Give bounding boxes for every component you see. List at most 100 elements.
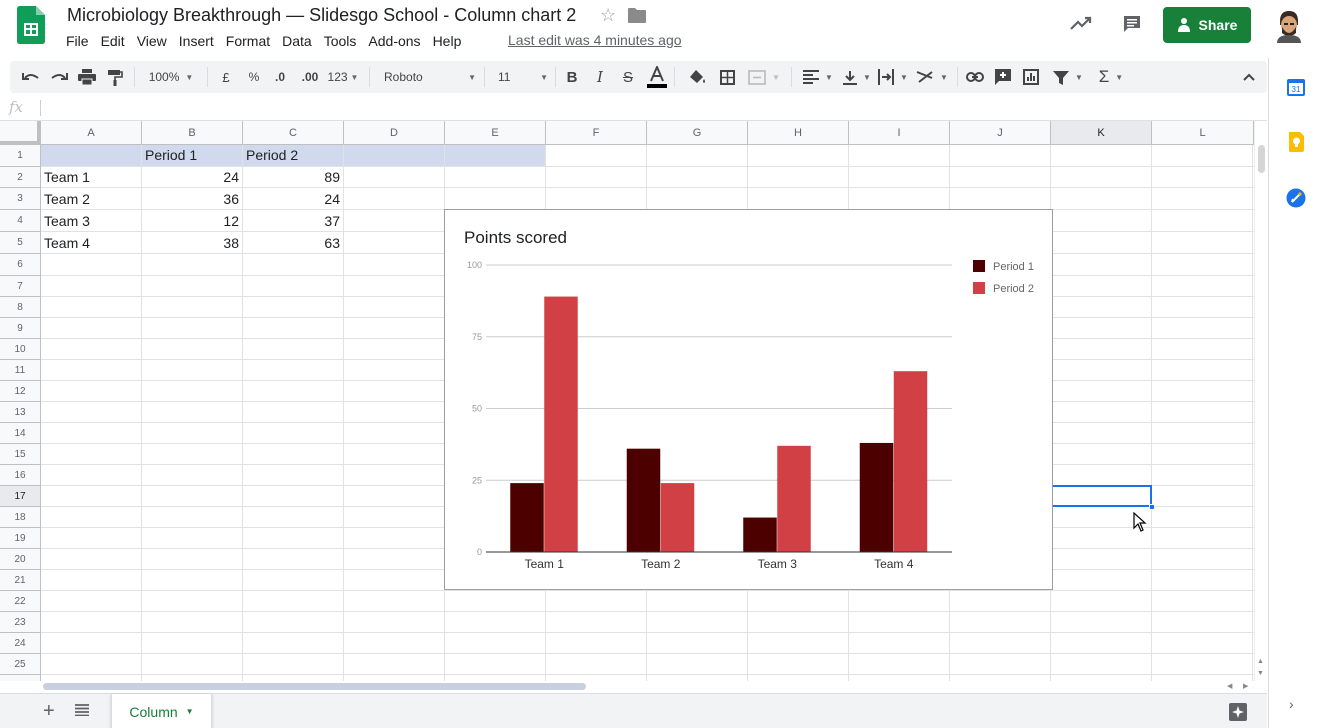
- formula-bar[interactable]: fx: [0, 96, 1267, 121]
- row-header-19[interactable]: 19: [0, 528, 41, 549]
- row-header-3[interactable]: 3: [0, 188, 41, 210]
- row-header-15[interactable]: 15: [0, 444, 41, 465]
- menu-help[interactable]: Help: [432, 33, 462, 49]
- insert-comment-button[interactable]: [992, 61, 1014, 93]
- row-header-4[interactable]: 4: [0, 210, 41, 232]
- cell-c5[interactable]: 63: [324, 235, 340, 251]
- row-header-2[interactable]: 2: [0, 167, 41, 188]
- cell-c2[interactable]: 89: [324, 169, 340, 185]
- menu-format[interactable]: Format: [225, 33, 271, 49]
- column-header-d[interactable]: D: [344, 121, 445, 145]
- row-header-7[interactable]: 7: [0, 276, 41, 297]
- row-header-17[interactable]: 17: [0, 486, 41, 507]
- row-header-26[interactable]: [0, 675, 41, 681]
- vertical-align-button[interactable]: ▼: [840, 61, 874, 93]
- cell-c3[interactable]: 24: [324, 191, 340, 207]
- vertical-scrollbar[interactable]: ▲ ▼: [1254, 121, 1267, 681]
- borders-button[interactable]: [716, 61, 738, 93]
- merge-cells-button[interactable]: ▼: [744, 61, 784, 93]
- menu-insert[interactable]: Insert: [178, 33, 214, 49]
- redo-button[interactable]: [46, 61, 72, 93]
- font-select[interactable]: Roboto ▼: [380, 61, 476, 93]
- column-header-g[interactable]: G: [647, 121, 748, 145]
- column-header-f[interactable]: F: [546, 121, 647, 145]
- text-rotation-button[interactable]: ▼: [914, 61, 950, 93]
- column-header-a[interactable]: A: [41, 121, 142, 145]
- column-header-e[interactable]: E: [445, 121, 546, 145]
- row-header-16[interactable]: 16: [0, 465, 41, 486]
- row-header-8[interactable]: 8: [0, 297, 41, 318]
- fill-handle[interactable]: [1149, 504, 1155, 510]
- cell-b2[interactable]: 24: [223, 169, 239, 185]
- text-color-button[interactable]: [646, 61, 668, 93]
- column-chart[interactable]: Points scored 0 25 50 75 100 Team 1 Team 2 Team…: [444, 209, 1053, 590]
- menu-edit[interactable]: Edit: [100, 33, 125, 49]
- row-header-21[interactable]: 21: [0, 570, 41, 591]
- paint-format-button[interactable]: [102, 61, 128, 93]
- tasks-icon[interactable]: [1286, 188, 1306, 208]
- row-header-10[interactable]: 10: [0, 339, 41, 360]
- comments-icon[interactable]: [1122, 14, 1142, 34]
- row-header-23[interactable]: 23: [0, 612, 41, 633]
- scroll-up-arrow-icon[interactable]: ▲: [1257, 658, 1264, 665]
- italic-button[interactable]: I: [590, 61, 610, 93]
- cell-a4[interactable]: Team 3: [44, 213, 90, 229]
- avatar[interactable]: [1274, 9, 1304, 43]
- cell-c1[interactable]: Period 2: [246, 147, 299, 163]
- row-header-13[interactable]: 13: [0, 402, 41, 423]
- document-title[interactable]: Microbiology Breakthrough — Slidesgo Sch…: [67, 5, 577, 25]
- row-header-14[interactable]: 14: [0, 423, 41, 444]
- column-header-b[interactable]: B: [142, 121, 243, 145]
- scroll-left-arrow-icon[interactable]: ◀: [1227, 683, 1233, 690]
- explore-trend-icon[interactable]: [1070, 14, 1092, 34]
- row-header-1[interactable]: 1: [0, 145, 41, 167]
- select-all-corner[interactable]: [0, 121, 41, 145]
- collapse-toolbar-button[interactable]: [1238, 61, 1260, 93]
- column-header-j[interactable]: J: [950, 121, 1051, 145]
- cell-a5[interactable]: Team 4: [44, 235, 90, 251]
- zoom-select[interactable]: 100% ▼: [142, 61, 200, 93]
- cell-c4[interactable]: 37: [324, 213, 340, 229]
- menu-view[interactable]: View: [136, 33, 167, 49]
- cell-a2[interactable]: Team 1: [44, 169, 90, 185]
- increase-decimals-button[interactable]: .00: [301, 70, 319, 84]
- sheets-logo-icon[interactable]: [17, 6, 45, 44]
- row-header-9[interactable]: 9: [0, 318, 41, 339]
- add-sheet-icon[interactable]: +: [43, 700, 55, 722]
- folder-icon[interactable]: [628, 8, 646, 23]
- column-header-c[interactable]: C: [243, 121, 344, 145]
- menu-data[interactable]: Data: [282, 33, 312, 49]
- row-header-18[interactable]: 18: [0, 507, 41, 528]
- undo-button[interactable]: [18, 61, 44, 93]
- scroll-right-arrow-icon[interactable]: ▶: [1243, 683, 1249, 690]
- row-header-12[interactable]: 12: [0, 381, 41, 402]
- keep-icon[interactable]: [1286, 132, 1306, 152]
- print-button[interactable]: [74, 61, 100, 93]
- row-header-24[interactable]: 24: [0, 633, 41, 654]
- cell-a3[interactable]: Team 2: [44, 191, 90, 207]
- column-header-l[interactable]: L: [1152, 121, 1254, 145]
- fill-color-button[interactable]: [686, 61, 708, 93]
- functions-button[interactable]: Σ ▼: [1094, 61, 1128, 93]
- star-icon[interactable]: ☆: [600, 5, 617, 25]
- chevron-down-icon[interactable]: ▼: [185, 707, 194, 716]
- scroll-down-arrow-icon[interactable]: ▼: [1257, 670, 1264, 677]
- horizontal-scrollbar[interactable]: ◀ ▶: [41, 681, 1267, 693]
- row-header-5[interactable]: 5: [0, 232, 41, 254]
- font-size-select[interactable]: 11 ▼: [494, 61, 548, 93]
- filter-button[interactable]: ▼: [1050, 61, 1086, 93]
- chevron-right-icon[interactable]: ›: [1289, 696, 1294, 712]
- row-header-25[interactable]: 25: [0, 654, 41, 675]
- insert-link-button[interactable]: [964, 61, 986, 93]
- decrease-decimals-button[interactable]: .0: [274, 70, 285, 84]
- cell-b5[interactable]: 38: [223, 235, 239, 251]
- last-edit-link[interactable]: Last edit was 4 minutes ago: [508, 32, 682, 48]
- calendar-icon[interactable]: 31: [1286, 77, 1306, 97]
- horizontal-scrollbar-thumb[interactable]: [43, 683, 586, 690]
- text-wrapping-button[interactable]: ▼: [876, 61, 910, 93]
- cell-b1[interactable]: Period 1: [145, 147, 198, 163]
- cell-b3[interactable]: 36: [223, 191, 239, 207]
- menu-add-ons[interactable]: Add-ons: [368, 33, 421, 49]
- insert-chart-button[interactable]: [1020, 61, 1042, 93]
- more-formats-button[interactable]: 123 ▼: [326, 61, 360, 93]
